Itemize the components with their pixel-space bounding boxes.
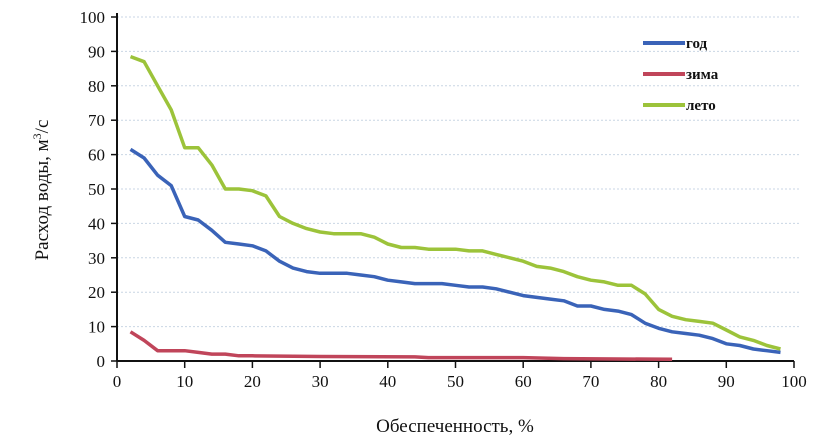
y-axis-label-sup: 3 [30, 133, 44, 139]
y-axis-label-tail: /с [32, 120, 53, 134]
y-tick-label: 0 [97, 352, 106, 371]
x-tick-label: 30 [312, 372, 329, 391]
y-tick-label: 10 [88, 318, 105, 337]
y-tick-label: 90 [88, 42, 105, 61]
y-tick-label: 60 [88, 146, 105, 165]
y-tick-label: 100 [80, 8, 106, 27]
x-tick-label: 90 [718, 372, 735, 391]
x-axis-label: Обеспеченность, % [376, 416, 534, 437]
legend-label: зима [686, 67, 719, 83]
y-tick-label: 50 [88, 180, 105, 199]
x-tick-label: 10 [176, 372, 193, 391]
gridlines [117, 16, 799, 328]
y-tick-label: 20 [88, 283, 105, 302]
axes [111, 13, 795, 368]
x-tick-label: 20 [244, 372, 261, 391]
series-line-3 [129, 54, 781, 351]
x-tick-label: 100 [781, 372, 807, 391]
legend: год зима лето [643, 36, 719, 114]
x-tick-label: 70 [582, 372, 599, 391]
x-tick-label: 0 [113, 372, 122, 391]
series-lines [129, 54, 781, 362]
x-tick-label: 40 [379, 372, 396, 391]
tick-labels: 0 10 20 30 40 50 60 70 80 90 100 0 10 20 30 40 50 60 70 80 9… [80, 8, 807, 391]
y-axis-label-main: Расход воды, м [32, 139, 53, 260]
series-line-1 [129, 147, 781, 355]
series-line-2 [129, 330, 673, 362]
y-tick-label: 80 [88, 77, 105, 96]
x-tick-label: 80 [650, 372, 667, 391]
legend-label: год [686, 36, 708, 52]
y-tick-label: 70 [88, 111, 105, 130]
x-tick-label: 60 [515, 372, 532, 391]
y-axis-label: Расход воды, м3/с [30, 120, 53, 261]
legend-label: лето [686, 98, 716, 114]
y-tick-label: 30 [88, 249, 105, 268]
y-tick-label: 40 [88, 214, 105, 233]
x-tick-label: 50 [447, 372, 464, 391]
